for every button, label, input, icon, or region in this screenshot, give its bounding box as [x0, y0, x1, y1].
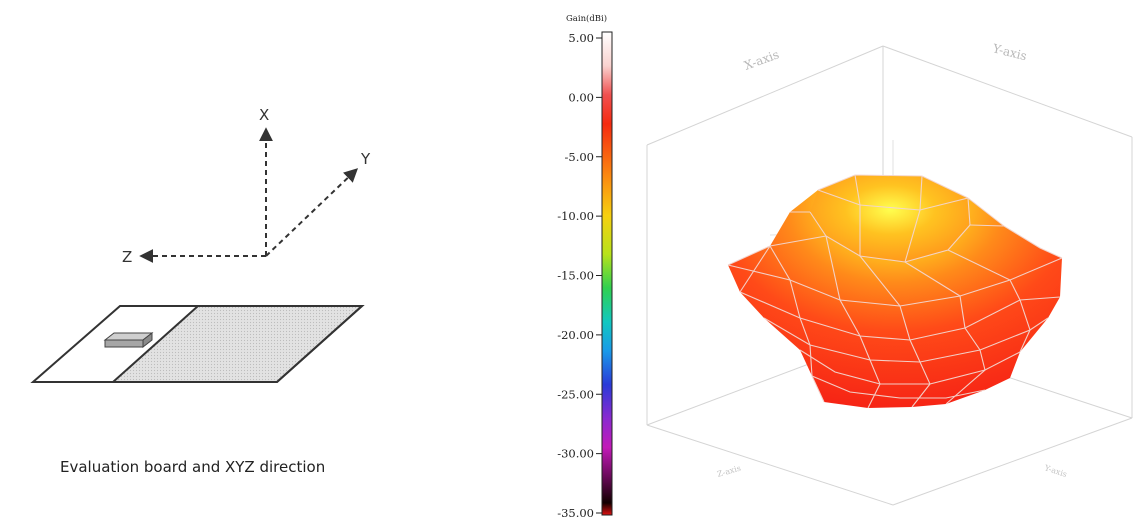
y-axis-label: Y — [360, 150, 371, 168]
colorbar-tick-label: -25.00 — [557, 387, 594, 401]
colorbar-tick-label: 0.00 — [568, 90, 594, 104]
colorbar-tick-label: -30.00 — [557, 447, 594, 461]
colorbar-title: Gain(dBi) — [566, 13, 607, 24]
radiation-pattern-surface — [727, 174, 1063, 409]
y-axis-arrow — [265, 168, 359, 257]
colorbar-ticks: 5.00 0.00 -5.00 -10.00 -15.00 -20.00 -25.00 -30… — [557, 31, 602, 519]
plot-axis-label-y: Y-axis — [990, 41, 1028, 63]
colorbar-tick-label: -15.00 — [557, 269, 594, 283]
plot-axis-label-x: X-axis — [742, 47, 781, 73]
plot-axis-label-front-left: Z-axis — [716, 464, 742, 479]
board-ground-plane — [110, 305, 365, 383]
colorbar-tick-label: -5.00 — [565, 150, 595, 164]
colorbar-tick-label: -35.00 — [557, 506, 594, 519]
colorbar-tick-label: 5.00 — [568, 31, 594, 45]
colorbar-tick-label: -20.00 — [557, 328, 594, 342]
x-axis-label: X — [259, 106, 269, 124]
colorbar-tick-label: -10.00 — [557, 209, 594, 223]
coordinate-axes: X Y Z — [122, 106, 371, 266]
evaluation-board — [30, 305, 365, 383]
z-axis-label: Z — [122, 248, 132, 266]
radiation-pattern-3d-plot: X-axis Y-axis Z-axis Y-axis — [646, 41, 1133, 506]
colorbar-gradient — [601, 31, 613, 516]
colorbar: Gain(dBi) 5.00 0.00 -5.00 -10.00 -15.00 -20.0… — [557, 13, 613, 519]
plot-axis-label-front-right: Y-axis — [1042, 463, 1068, 479]
antenna-chip — [103, 331, 154, 349]
board-outline — [30, 305, 365, 383]
figure-caption: Evaluation board and XYZ direction — [60, 458, 326, 476]
